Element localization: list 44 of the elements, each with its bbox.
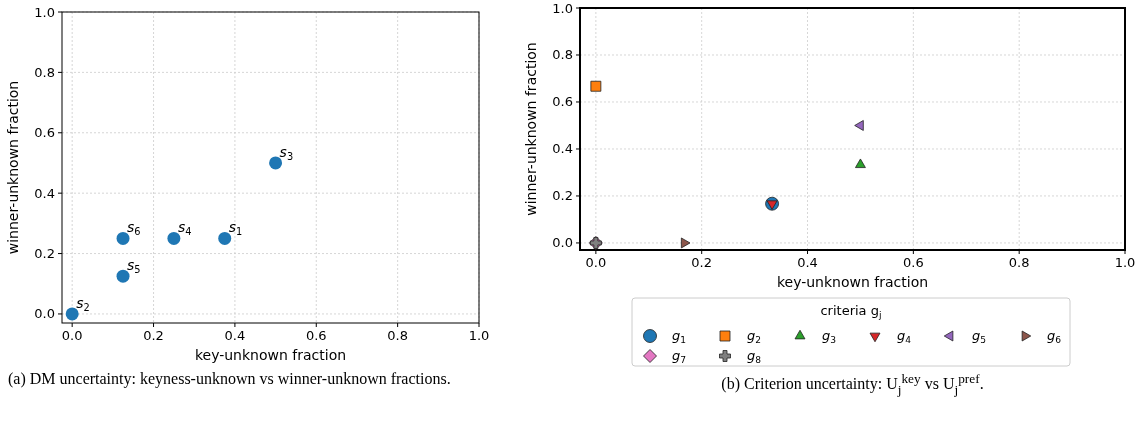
y-tick-label: 0.8	[552, 47, 573, 63]
y-tick-label: 0.6	[552, 94, 573, 110]
annotation: s$_{4}$	[177, 219, 192, 238]
legend-label: g$_{2}$	[747, 328, 762, 345]
x-tick-label: 0.6	[305, 328, 327, 343]
y-tick-label: 1.0	[552, 0, 573, 16]
legend-label: g$_{5}$	[972, 328, 987, 345]
y-tick-label: 0.6	[34, 125, 55, 141]
legend-label: g$_{4}$	[897, 328, 912, 345]
y-tick-label: 0.8	[34, 64, 55, 80]
legend-title: criteria g$_{j}$	[820, 303, 882, 320]
y-tick-label: 0.0	[34, 306, 55, 322]
x-tick-label: 0.0	[585, 255, 607, 270]
x-tick-label: 0.6	[903, 255, 924, 270]
legend-label: g$_{8}$	[747, 348, 762, 365]
x-axis-title: key-unknown fraction	[776, 274, 929, 290]
y-axis-title: winner-unknown fraction	[523, 42, 539, 216]
text: (a) DM uncertainty: keyness-unknown vs winner-unknown fractions.	[8, 369, 452, 390]
x-tick-label: 0.4	[797, 255, 818, 270]
annotation: s$_{1}$	[228, 219, 243, 238]
x-tick-label: 1.0	[468, 328, 490, 343]
annotation: s$_{3}$	[279, 143, 294, 162]
x-tick-label: 0.8	[387, 328, 408, 343]
y-axis-title: winner-unknown fraction	[5, 80, 21, 255]
legend-label: g$_{3}$	[822, 328, 837, 345]
annotation: s$_{5}$	[127, 257, 141, 276]
legend-label: g$_{1}$	[672, 328, 687, 345]
y-tick-label: 0.0	[552, 235, 573, 251]
x-tick-label: 0.2	[691, 255, 713, 270]
x-tick-label: 0.4	[224, 328, 246, 343]
text: (b) Criterion uncertainty: U$_{j}$$^{key}$ vs U$_{j}$$^{pref}$.	[720, 370, 985, 399]
y-tick-label: 1.0	[34, 4, 55, 20]
y-tick-label: 0.2	[552, 188, 573, 204]
x-axis-title: key-unknown fraction	[194, 347, 347, 363]
x-tick-label: 0.8	[1008, 255, 1030, 270]
x-tick-label: 0.2	[143, 328, 164, 343]
annotation: s$_{2}$	[76, 294, 90, 313]
legend-label: g$_{7}$	[672, 348, 687, 365]
x-tick-label: 1.0	[1114, 255, 1136, 270]
y-tick-label: 0.4	[34, 185, 55, 201]
annotation: s$_{6}$	[127, 219, 141, 238]
legend-label: g$_{6}$	[1047, 328, 1062, 345]
y-tick-label: 0.4	[552, 141, 573, 157]
x-tick-label: 0.0	[61, 328, 83, 343]
